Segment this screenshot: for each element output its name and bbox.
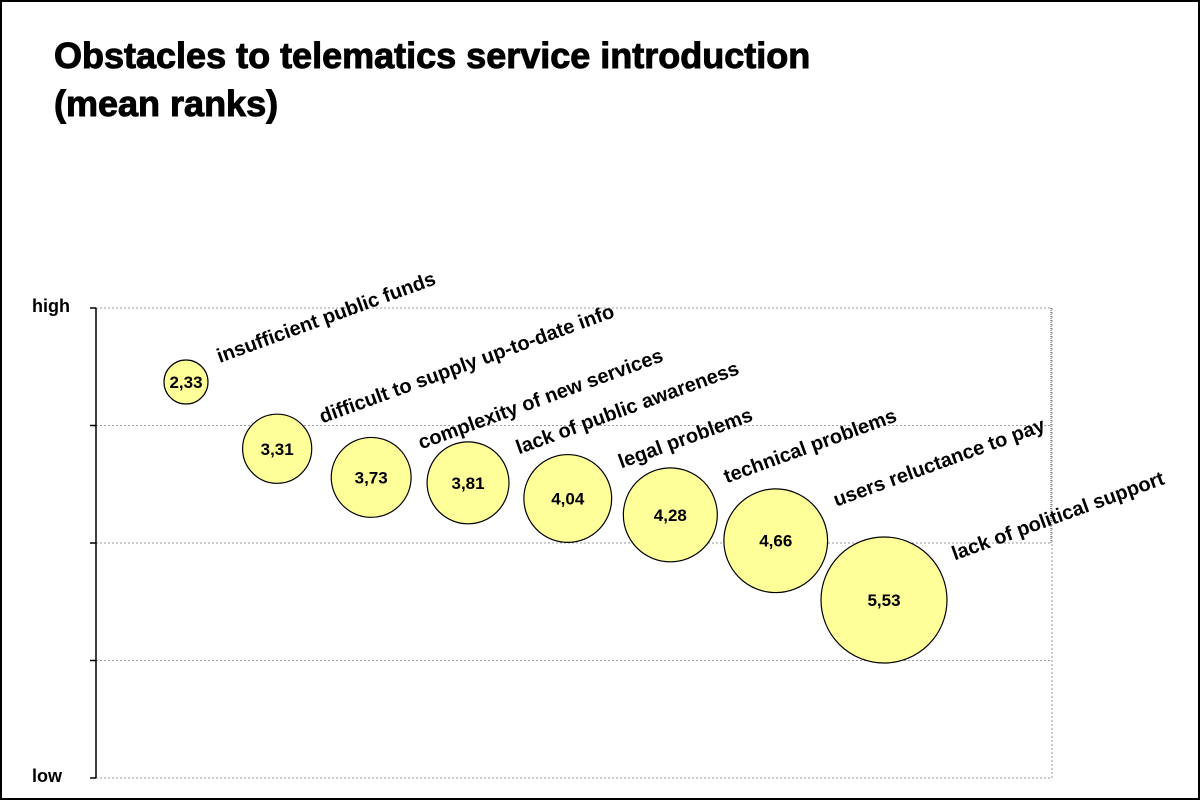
y-axis-label-high: high <box>32 296 70 316</box>
bubble-value-label: 3,73 <box>355 468 388 487</box>
y-axis-label-low: low <box>32 766 63 786</box>
bubble <box>242 413 313 484</box>
bubble-value-label: 4,04 <box>551 489 585 508</box>
bubble <box>330 436 412 518</box>
y-axis: high low <box>32 296 97 786</box>
chart-title: Obstacles to telematics service introduc… <box>54 32 1154 128</box>
bubble <box>723 488 829 594</box>
bubble-value-label: 4,28 <box>654 506 687 525</box>
bubble-value-label: 3,81 <box>452 474 485 493</box>
bubbles: 2,33 3,31 3,73 3,81 4,04 4,28 4,66 5,53 <box>163 359 948 664</box>
bubble-value-label: 5,53 <box>867 591 900 610</box>
bubble <box>426 441 510 525</box>
title-line-2: (mean ranks) <box>54 83 279 125</box>
category-label: lack of political support <box>949 468 1168 566</box>
category-label: difficult to supply up-to-date info <box>316 301 617 428</box>
bubble-value-label: 3,31 <box>261 440 294 459</box>
bubble <box>163 359 209 405</box>
title-line-1: Obstacles to telematics service introduc… <box>54 35 811 77</box>
bubble-value-label: 4,66 <box>759 532 792 551</box>
bubble <box>622 467 718 563</box>
category-label: insufficient public funds <box>214 268 439 368</box>
bubble <box>523 453 613 544</box>
bubble <box>820 536 948 664</box>
bubble-value-label: 2,33 <box>169 373 202 392</box>
